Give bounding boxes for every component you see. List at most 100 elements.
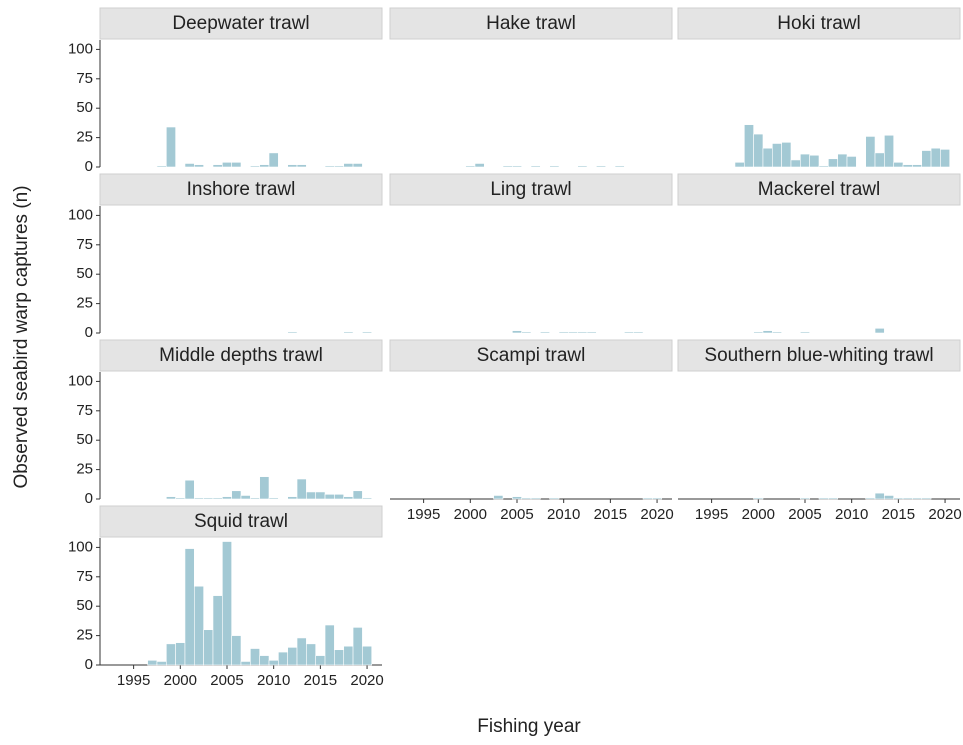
bar [343,331,354,334]
bar [343,645,354,666]
x-tick-label: 1995 [695,506,728,523]
y-tick-label: 0 [85,656,93,673]
y-tick-label: 100 [68,40,93,57]
bar [502,165,513,168]
bar [540,331,550,334]
strip-title: Deepwater trawl [172,13,309,34]
bar [175,642,186,666]
bar [633,331,644,334]
bar [521,497,532,500]
bar [884,134,895,168]
strip-title: Ling trawl [490,179,571,200]
bar [334,493,345,500]
bar [930,147,941,168]
x-tick-label: 1995 [117,672,150,689]
bar [912,497,923,500]
bar [596,165,607,168]
bar [493,495,504,500]
bar [287,331,298,334]
bar [240,661,251,666]
bar [306,643,317,666]
bar [268,659,279,666]
strip [677,339,961,372]
bar [306,491,317,500]
bar [828,158,838,168]
strip-title: Mackerel trawl [758,179,880,200]
x-tick-label: 1995 [407,506,440,523]
bar [194,164,204,168]
y-tick-label: 100 [68,538,93,555]
bar [240,495,251,500]
strip [389,173,673,206]
bar [259,655,270,666]
strip [389,7,673,40]
bar [315,491,326,500]
bar [512,165,522,168]
bar [762,330,773,334]
bar [865,136,876,168]
bar [231,490,242,500]
x-tick-label: 2015 [594,506,627,523]
strip [677,7,961,40]
strip-title: Middle depths trawl [159,345,323,366]
y-tick-label: 100 [68,206,93,223]
strip-title: Squid trawl [194,511,288,532]
bar [762,147,773,168]
y-tick-label: 25 [76,295,93,312]
bar [259,164,270,168]
y-tick-label: 25 [76,627,93,644]
bar [184,163,195,168]
bar [846,156,857,168]
bar [874,327,885,334]
y-tick-label: 75 [76,568,93,585]
bar [884,495,895,500]
bar [874,492,885,500]
bar [753,331,764,334]
bar [184,479,195,500]
bar [772,143,782,168]
bar [222,541,232,666]
y-tick-label: 0 [85,490,93,507]
bar [194,497,204,500]
x-tick-label: 2015 [304,672,337,689]
bar [549,165,560,168]
y-tick-label: 50 [76,99,93,116]
x-tick-label: 2000 [454,506,487,523]
bar [352,490,363,500]
bar [865,497,876,500]
bar [334,165,345,168]
bar [212,595,223,666]
bar [790,159,801,168]
bar [362,497,373,500]
strip-title: Inshore trawl [187,179,296,200]
bar [268,497,279,500]
x-tick-label: 2000 [742,506,775,523]
bar [521,331,532,334]
bar [156,165,167,168]
strip [99,7,383,40]
x-tick-label: 2000 [164,672,197,689]
bar [512,330,522,334]
bar [577,331,588,334]
strip-title: Hoki trawl [777,13,860,34]
bar [324,624,335,666]
bar [315,655,326,666]
bar [250,165,260,168]
x-tick-label: 2020 [350,672,383,689]
y-tick-label: 75 [76,70,93,87]
bar [296,478,307,500]
bar [549,497,560,500]
x-tick-label: 2020 [928,506,961,523]
bar [343,496,354,500]
y-tick-label: 0 [85,324,93,341]
bar [194,585,204,666]
x-tick-label: 2005 [210,672,243,689]
bar [352,627,363,666]
bar [743,124,754,168]
strip-title: Hake trawl [486,13,576,34]
bar [800,497,810,500]
bar [577,165,588,168]
bar [250,648,260,666]
bar [259,476,270,500]
y-tick-label: 50 [76,597,93,614]
